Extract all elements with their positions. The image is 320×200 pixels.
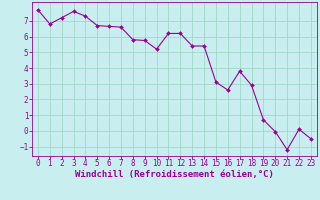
X-axis label: Windchill (Refroidissement éolien,°C): Windchill (Refroidissement éolien,°C) — [75, 170, 274, 179]
